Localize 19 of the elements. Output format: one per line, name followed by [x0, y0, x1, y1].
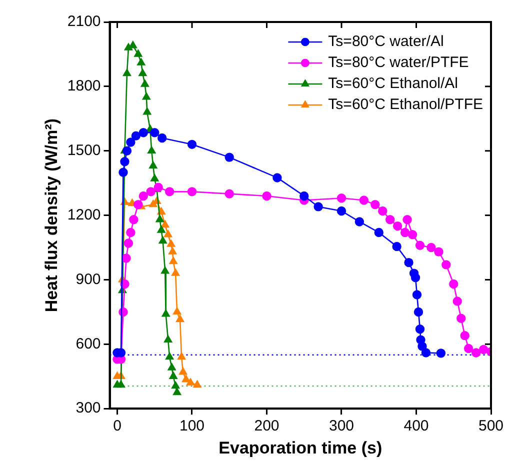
y-tick-label: 2100 — [67, 13, 101, 30]
legend-label: Ts=80°C water/Al — [328, 33, 444, 50]
legend-label: Ts=80°C water/PTFE — [328, 54, 469, 72]
y-tick-label: 1500 — [67, 142, 101, 160]
x-tick-label: 100 — [179, 418, 205, 435]
legend-label: Ts=60°C Ethanol/PTFE — [328, 96, 484, 114]
y-tick-label: 600 — [76, 335, 101, 352]
y-tick-label: 1200 — [67, 206, 101, 224]
x-tick-label: 0 — [113, 418, 122, 435]
x-tick-label: 400 — [404, 418, 429, 435]
legend-label: Ts=60°C Ethanol/Al — [328, 75, 458, 92]
y-tick-label: 1800 — [67, 78, 101, 95]
x-axis-title: Evaporation time (s) — [218, 438, 382, 458]
x-tick-label: 500 — [478, 418, 504, 435]
y-axis-title: Heat flux density (W/m²) — [42, 118, 61, 312]
y-tick-label: 900 — [76, 270, 101, 288]
y-tick-label: 300 — [76, 400, 101, 417]
x-tick-label: 300 — [328, 418, 354, 435]
x-tick-label: 200 — [254, 418, 280, 435]
